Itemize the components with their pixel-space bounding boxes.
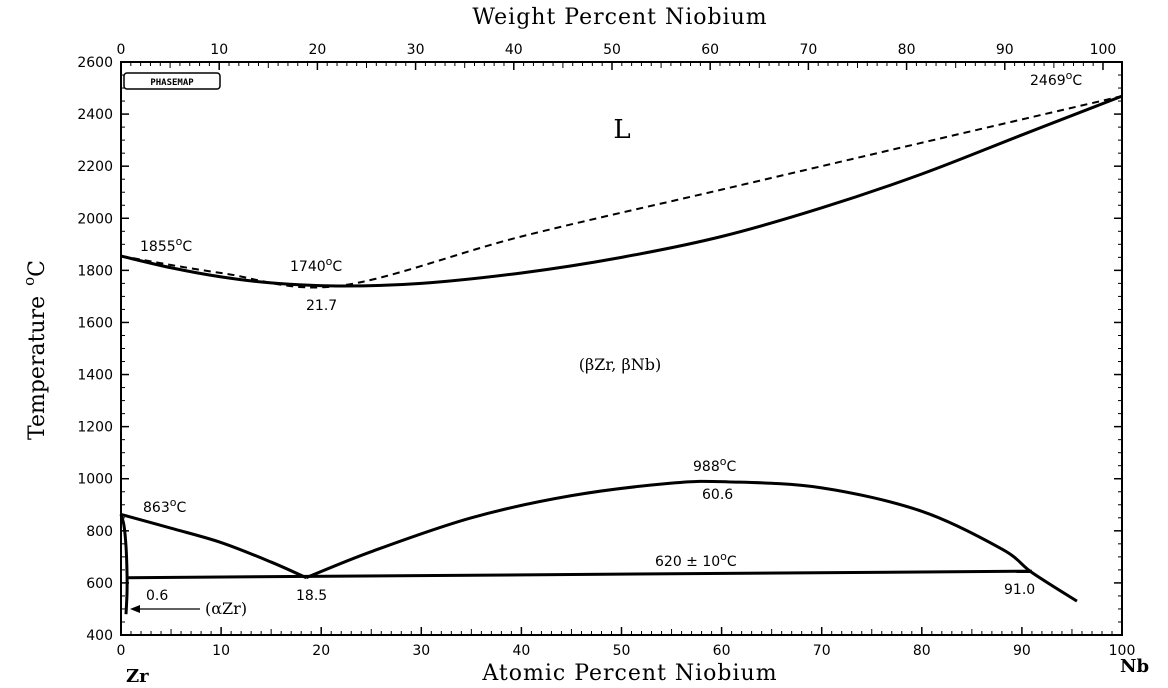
alpha-region-arrow xyxy=(130,605,200,613)
y-axis-title: Temperature oC xyxy=(20,260,50,440)
y-tick-label: 400 xyxy=(86,628,113,644)
min-temp-value: 1740 xyxy=(290,259,326,275)
x-tick-label: 90 xyxy=(1013,643,1031,659)
mono-temp-value: 620 ± 10 xyxy=(655,554,720,570)
top-x-tick-label: 10 xyxy=(210,42,228,58)
x-tick-label: 30 xyxy=(412,643,430,659)
zr-melt-degree: o xyxy=(176,235,183,248)
top-x-tick-label: 30 xyxy=(407,42,425,58)
label-zr-transition: 863oC xyxy=(143,496,186,516)
mono-temp-unit: C xyxy=(727,554,737,570)
x-tick-label: 0 xyxy=(117,643,126,659)
top-x-tick-label: 40 xyxy=(505,42,523,58)
alpha-region-label: (αZr) xyxy=(205,599,247,618)
top-x-tick-label: 100 xyxy=(1090,42,1117,58)
label-zr-melting: 1855oC xyxy=(140,235,192,255)
x-tick-label: 40 xyxy=(512,643,530,659)
min-temp-unit: C xyxy=(332,259,342,275)
y-tick-label: 1400 xyxy=(77,368,113,384)
y-axis-title-text: Temperature xyxy=(25,296,50,440)
top-x-tick-label: 50 xyxy=(603,42,621,58)
zr-melt-value: 1855 xyxy=(140,239,176,255)
label-alpha-solubility: 0.6 xyxy=(146,588,168,604)
dome-temp-degree: o xyxy=(720,455,727,468)
liquid-region-label: L xyxy=(613,115,630,145)
y-tick-label: 1200 xyxy=(77,420,113,436)
top-x-tick-label: 70 xyxy=(799,42,817,58)
y-tick-label: 2200 xyxy=(77,159,113,175)
y-tick-label: 2000 xyxy=(77,211,113,227)
nb-melt-value: 2469 xyxy=(1030,73,1066,89)
dome-temp-unit: C xyxy=(726,459,736,475)
phasemap-logo: PHASEMAP xyxy=(123,72,221,90)
label-beta-nb-comp: 91.0 xyxy=(1004,582,1035,598)
label-dome-temp: 988oC xyxy=(693,455,736,475)
label-nb-melting: 2469oC xyxy=(1030,69,1082,89)
label-dome-comp: 60.6 xyxy=(702,487,733,503)
zr-trans-unit: C xyxy=(176,500,186,516)
nb-melt-degree: o xyxy=(1066,69,1073,82)
x-tick-label: 10 xyxy=(212,643,230,659)
beta-region-label: (βZr, βNb) xyxy=(579,355,661,374)
zr-trans-value: 863 xyxy=(143,500,170,516)
phase-boundary-6 xyxy=(119,513,129,615)
y-tick-label: 1600 xyxy=(77,315,113,331)
y-axis-degree: o xyxy=(20,277,38,286)
label-congruent-min-temp: 1740oC xyxy=(290,255,342,275)
y-tick-label: 2400 xyxy=(77,107,113,123)
x-tick-label: 20 xyxy=(312,643,330,659)
label-monotectoid-temp: 620 ± 10oC xyxy=(655,550,737,570)
top-x-tick-label: 20 xyxy=(308,42,326,58)
label-congruent-min-comp: 21.7 xyxy=(306,298,337,314)
element-label-zr: Zr xyxy=(126,666,149,687)
phase-boundary-5 xyxy=(126,569,1032,580)
zr-trans-degree: o xyxy=(170,496,177,509)
plot-frame xyxy=(120,61,1123,636)
y-tick-label: 600 xyxy=(86,576,113,592)
x-tick-label: 80 xyxy=(913,643,931,659)
top-x-axis-title: Weight Percent Niobium xyxy=(472,5,767,30)
top-x-tick-label: 90 xyxy=(996,42,1014,58)
phase-boundary-4 xyxy=(305,479,1078,603)
top-x-tick-label: 80 xyxy=(898,42,916,58)
x-tick-label: 100 xyxy=(1109,643,1136,659)
nb-melt-unit: C xyxy=(1072,73,1082,89)
top-x-tick-label: 0 xyxy=(117,42,126,58)
y-tick-label: 1800 xyxy=(77,263,113,279)
phase-boundary-1 xyxy=(120,94,1123,288)
phase-boundary-2 xyxy=(120,95,1123,289)
x-tick-label: 70 xyxy=(813,643,831,659)
y-tick-label: 1000 xyxy=(77,472,113,488)
dome-temp-value: 988 xyxy=(693,459,720,475)
element-label-nb: Nb xyxy=(1120,656,1149,677)
phase-boundary-3 xyxy=(120,512,307,580)
y-tick-label: 2600 xyxy=(77,55,113,71)
phasemap-logo-text: PHASEMAP xyxy=(150,78,194,88)
x-axis-title: Atomic Percent Niobium xyxy=(481,661,777,686)
x-tick-label: 50 xyxy=(613,643,631,659)
top-x-tick-label: 60 xyxy=(701,42,719,58)
min-temp-degree: o xyxy=(326,255,333,268)
zr-melt-unit: C xyxy=(182,239,192,255)
label-eutectoid-comp: 18.5 xyxy=(296,588,327,604)
y-tick-label: 800 xyxy=(86,524,113,540)
mono-temp-degree: o xyxy=(720,550,727,563)
x-tick-label: 60 xyxy=(713,643,731,659)
y-axis-unit-c: C xyxy=(25,260,50,277)
